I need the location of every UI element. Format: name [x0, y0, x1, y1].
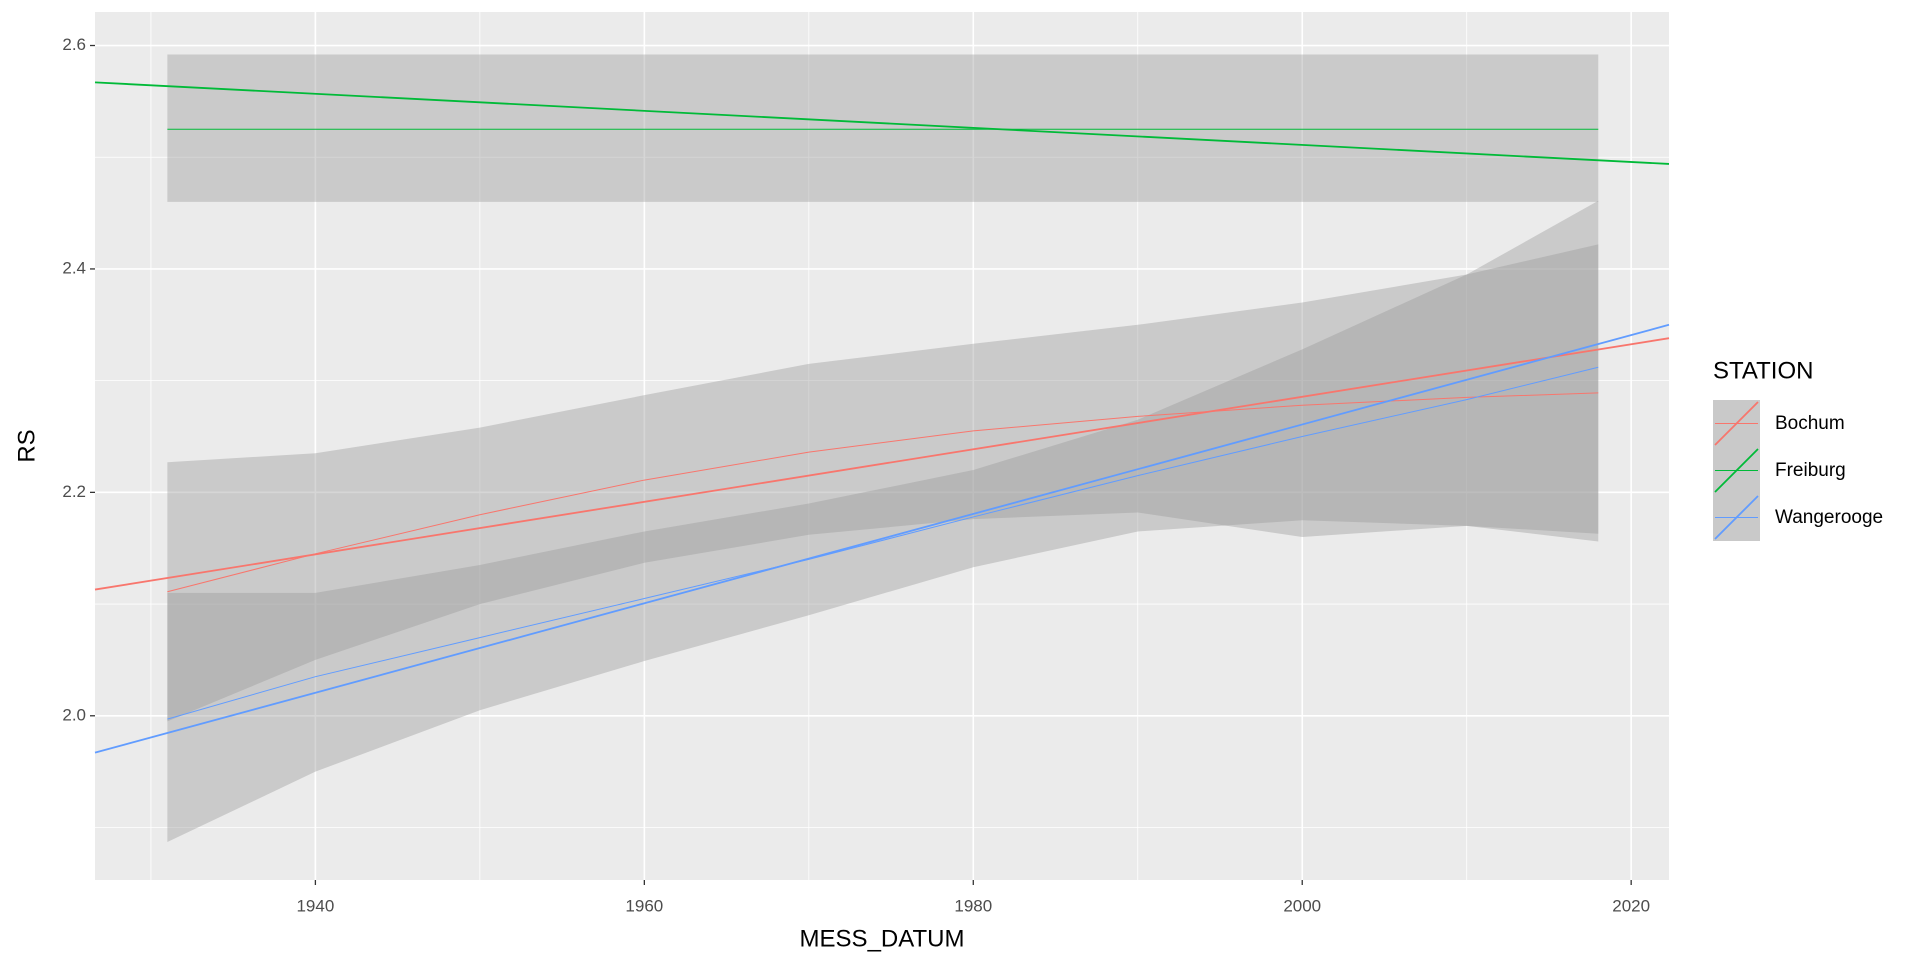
confidence-band — [167, 54, 1599, 202]
x-tick-label: 2020 — [1612, 896, 1650, 915]
legend-title: STATION — [1713, 357, 1813, 384]
legend-label: Freiburg — [1775, 460, 1846, 481]
y-tick-label: 2.6 — [62, 35, 86, 54]
panel — [95, 12, 1669, 880]
legend-label: Wangerooge — [1775, 507, 1883, 528]
legend-label: Bochum — [1775, 413, 1845, 434]
confidence-band — [167, 200, 1599, 843]
x-tick-label: 1940 — [296, 896, 334, 915]
legend-swatch — [1714, 401, 1759, 446]
y-tick-label: 2.4 — [62, 258, 86, 277]
trend-line — [94, 81, 1670, 165]
y-axis-title: RS — [13, 429, 40, 462]
x-tick-label: 2000 — [1283, 896, 1321, 915]
trend-line — [94, 337, 1670, 591]
y-tick-label: 2.0 — [62, 705, 86, 724]
confidence-band — [167, 244, 1599, 722]
smooth-line — [167, 366, 1599, 720]
x-axis-title: MESS_DATUM — [800, 925, 965, 952]
legend-swatch — [1714, 495, 1759, 540]
legend-swatch — [1714, 448, 1759, 493]
x-tick-label: 1960 — [625, 896, 663, 915]
y-tick-label: 2.2 — [62, 482, 86, 501]
trend-line — [94, 323, 1670, 754]
x-tick-label: 1980 — [954, 896, 992, 915]
